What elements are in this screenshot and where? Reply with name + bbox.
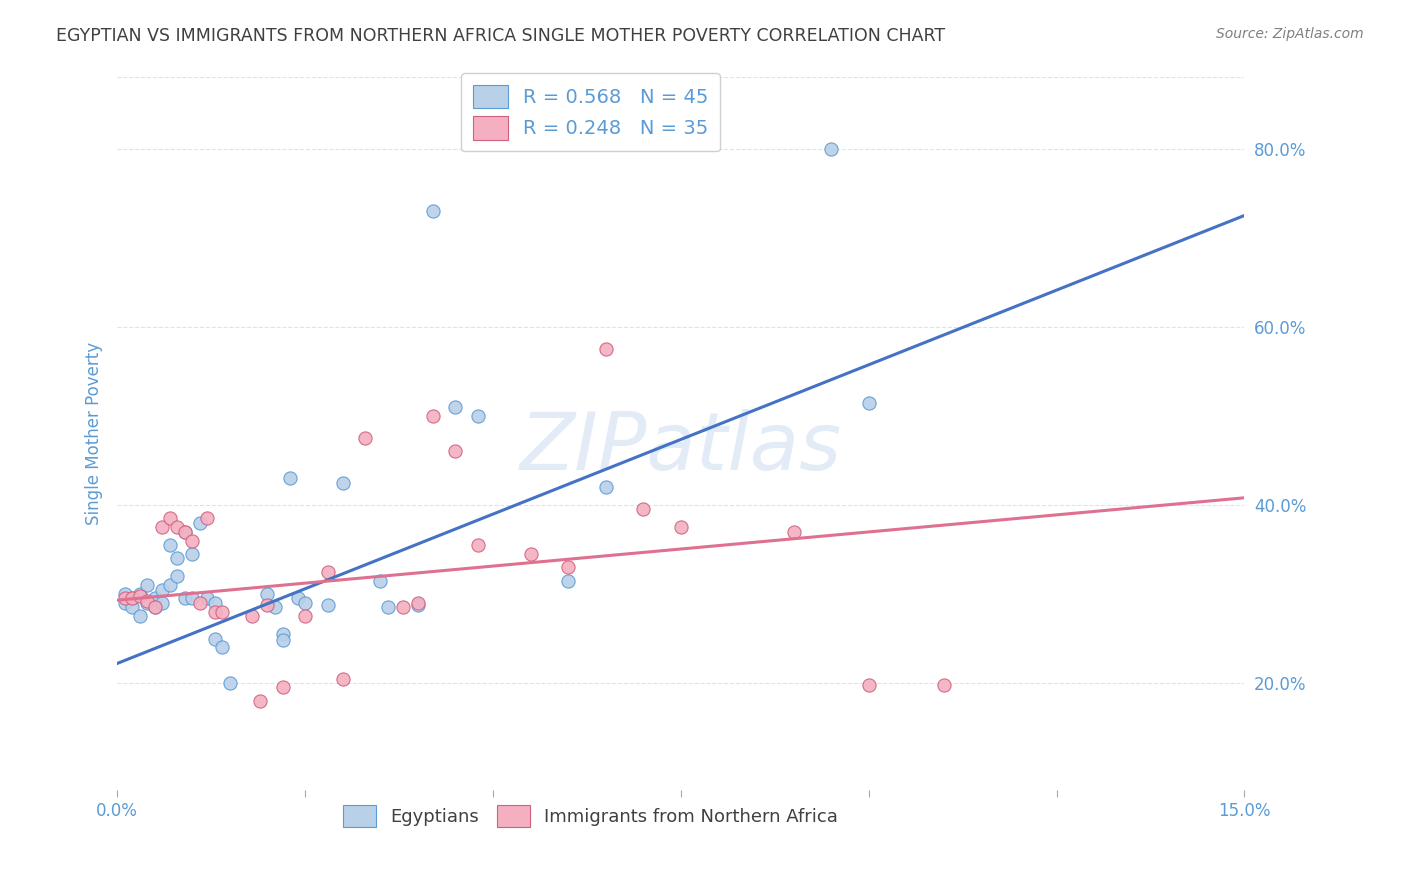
Point <box>211 605 233 619</box>
Point <box>271 627 294 641</box>
Point <box>121 591 143 606</box>
Point <box>557 560 579 574</box>
Y-axis label: Single Mother Poverty: Single Mother Poverty <box>86 343 103 525</box>
Point <box>173 524 195 539</box>
Point <box>519 547 541 561</box>
Point <box>159 511 181 525</box>
Point <box>143 600 166 615</box>
Point <box>782 524 804 539</box>
Point <box>595 480 617 494</box>
Point <box>173 524 195 539</box>
Point <box>181 533 204 548</box>
Point <box>114 591 136 606</box>
Point <box>271 681 294 695</box>
Point <box>114 596 136 610</box>
Point <box>204 596 226 610</box>
Point <box>136 578 159 592</box>
Point <box>444 444 467 458</box>
Point <box>242 609 264 624</box>
Point <box>195 511 218 525</box>
Point <box>932 678 955 692</box>
Point <box>444 400 467 414</box>
Point <box>150 596 173 610</box>
Point <box>114 587 136 601</box>
Point <box>377 600 399 615</box>
Point <box>249 694 271 708</box>
Point <box>121 600 143 615</box>
Point <box>294 596 316 610</box>
Point <box>264 600 287 615</box>
Point <box>143 591 166 606</box>
Point <box>136 594 159 608</box>
Point <box>467 409 489 423</box>
Point <box>820 142 842 156</box>
Point <box>422 204 444 219</box>
Point <box>166 520 188 534</box>
Legend: Egyptians, Immigrants from Northern Africa: Egyptians, Immigrants from Northern Afri… <box>336 797 845 834</box>
Point <box>354 431 377 445</box>
Text: ZIPatlas: ZIPatlas <box>520 409 842 487</box>
Point <box>368 574 391 588</box>
Point <box>128 609 150 624</box>
Text: Source: ZipAtlas.com: Source: ZipAtlas.com <box>1216 27 1364 41</box>
Point <box>287 591 309 606</box>
Point <box>316 598 339 612</box>
Point <box>219 676 242 690</box>
Point <box>159 538 181 552</box>
Point <box>143 600 166 615</box>
Point <box>858 678 880 692</box>
Point <box>166 551 188 566</box>
Point <box>121 591 143 606</box>
Point <box>181 547 204 561</box>
Point <box>181 591 204 606</box>
Point <box>166 569 188 583</box>
Point <box>150 582 173 597</box>
Point <box>128 589 150 603</box>
Point <box>211 640 233 655</box>
Point <box>195 591 218 606</box>
Point <box>557 574 579 588</box>
Point <box>595 342 617 356</box>
Point <box>204 632 226 646</box>
Point <box>188 596 211 610</box>
Point <box>278 471 301 485</box>
Point <box>256 598 278 612</box>
Point <box>188 516 211 530</box>
Point <box>669 520 692 534</box>
Point <box>136 596 159 610</box>
Point <box>316 565 339 579</box>
Point <box>173 591 195 606</box>
Point <box>406 598 429 612</box>
Point <box>159 578 181 592</box>
Text: EGYPTIAN VS IMMIGRANTS FROM NORTHERN AFRICA SINGLE MOTHER POVERTY CORRELATION CH: EGYPTIAN VS IMMIGRANTS FROM NORTHERN AFR… <box>56 27 945 45</box>
Point <box>294 609 316 624</box>
Point <box>150 520 173 534</box>
Point <box>128 587 150 601</box>
Point <box>422 409 444 423</box>
Point <box>631 502 654 516</box>
Point <box>406 596 429 610</box>
Point <box>332 672 354 686</box>
Point <box>256 587 278 601</box>
Point <box>271 633 294 648</box>
Point <box>858 395 880 409</box>
Point <box>204 605 226 619</box>
Point <box>467 538 489 552</box>
Point <box>332 475 354 490</box>
Point <box>391 600 413 615</box>
